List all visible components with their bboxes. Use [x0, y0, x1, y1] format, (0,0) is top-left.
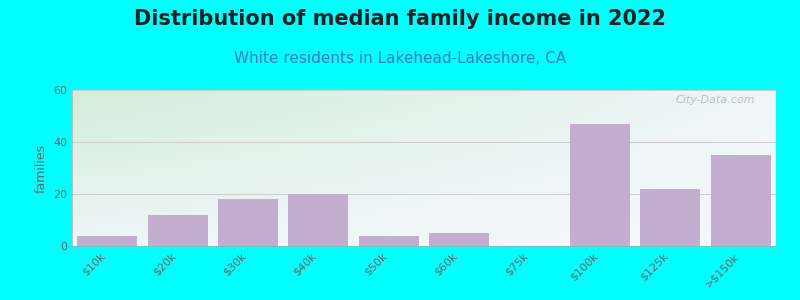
Text: Distribution of median family income in 2022: Distribution of median family income in …	[134, 9, 666, 29]
Y-axis label: families: families	[34, 143, 47, 193]
Bar	[289, 194, 348, 246]
Bar	[359, 236, 418, 246]
Bar	[430, 233, 489, 246]
Bar	[148, 215, 207, 246]
Bar	[641, 189, 700, 246]
Text: White residents in Lakehead-Lakeshore, CA: White residents in Lakehead-Lakeshore, C…	[234, 51, 566, 66]
Bar	[711, 155, 770, 246]
Bar	[218, 199, 278, 246]
Bar	[78, 236, 137, 246]
Bar	[570, 124, 630, 246]
Text: City-Data.com: City-Data.com	[675, 95, 755, 105]
